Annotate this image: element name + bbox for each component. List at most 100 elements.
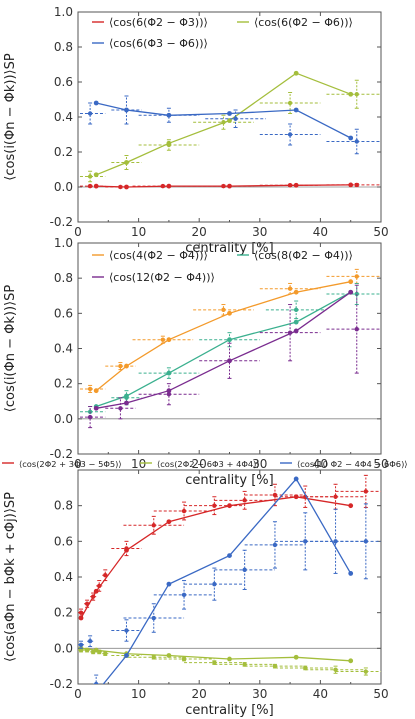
y-tick-label: 0.4	[54, 110, 73, 124]
data-point	[103, 651, 108, 656]
legend-label: ⟨cos(6(Φ3 − Φ6))⟩	[109, 37, 208, 50]
series-3	[78, 476, 381, 684]
line-marker	[348, 503, 354, 509]
x-axis-label: centrality [%]	[185, 473, 273, 488]
data-point	[160, 183, 166, 189]
data-point	[151, 655, 156, 660]
legend-item: ⟨cos(6(Φ2 − Φ6))⟩	[237, 16, 353, 29]
x-tick-label: 0	[74, 457, 82, 471]
data-point	[354, 139, 359, 144]
legend-item: ⟨cos(2Φ2 − 6Φ3 + 4Φ4)⟩	[140, 459, 260, 469]
data-point	[87, 414, 93, 420]
data-point	[363, 669, 369, 674]
line-marker	[93, 172, 99, 178]
line-marker	[348, 279, 354, 285]
x-tick-label: 40	[313, 457, 328, 471]
data-point	[333, 667, 338, 672]
data-point	[363, 539, 369, 544]
legend-label: ⟨cos(4(Φ2 − Φ4))⟩	[109, 249, 208, 262]
data-point	[221, 120, 226, 125]
series-3	[78, 284, 381, 429]
data-point	[181, 592, 187, 598]
data-point	[87, 386, 93, 392]
data-point	[354, 291, 359, 297]
legend: ⟨cos(6(Φ2 − Φ3))⟩ ⟨cos(6(Φ2 − Φ6))⟩ ⟨cos(6…	[92, 16, 353, 50]
legend-label: ⟨cos(2Φ2 − 6Φ3 + 4Φ4)⟩	[157, 459, 260, 469]
line-marker	[93, 100, 99, 106]
data-point	[166, 142, 172, 148]
data-point	[78, 642, 84, 647]
legend-item: ⟨cos(6(Φ2 − Φ3))⟩	[92, 16, 208, 29]
legend-item: ⟨cos(10 Φ2 − 4Φ4 − 6Φ6)⟩	[280, 459, 408, 469]
y-tick-label: 0.8	[54, 499, 73, 513]
data-point	[166, 370, 172, 376]
data-point	[97, 583, 102, 589]
line-marker	[227, 310, 232, 316]
x-tick-label: 10	[131, 457, 146, 471]
y-axis-label: ⟨cos(aΦn − bΦk + cΦj)⟩SP	[3, 492, 18, 662]
data-point	[354, 92, 359, 97]
y-tick-label: 0.6	[54, 75, 73, 89]
series-line	[80, 647, 351, 662]
line-marker	[293, 476, 299, 482]
data-point	[181, 656, 187, 662]
x-tick-label: 10	[131, 687, 146, 701]
y-tick-label: 0.2	[54, 145, 73, 159]
data-point	[124, 628, 129, 633]
data-point	[78, 610, 84, 615]
data-point	[160, 337, 166, 342]
x-tick-label: 40	[313, 225, 328, 239]
legend-item: ⟨cos(12(Φ2 − Φ4))⟩	[92, 271, 215, 284]
line-marker	[348, 182, 354, 188]
series-line	[96, 291, 352, 409]
x-tick-label: 50	[373, 457, 388, 471]
line-marker	[93, 388, 99, 394]
y-tick-label: 0.2	[54, 606, 73, 620]
x-tick-label: 20	[192, 687, 207, 701]
line-marker	[348, 135, 354, 141]
data-point	[287, 183, 293, 188]
data-point	[78, 647, 84, 653]
data-point	[118, 363, 123, 369]
y-tick-label: 0.0	[54, 641, 73, 655]
chart-panel-3: 0 10 20 30 40 50 -0.2 0.0 0.2 0.4 0.6 0.8 centrality…	[2, 459, 408, 718]
legend-label: ⟨cos(10 Φ2 − 4Φ4 − 6Φ6)⟩	[297, 459, 408, 469]
x-tick-label: 20	[192, 457, 207, 471]
series-1	[78, 474, 381, 621]
x-tick-label: 50	[373, 225, 388, 239]
x-axis-label: centrality [%]	[185, 703, 273, 718]
series-line	[95, 281, 351, 392]
data-point	[287, 330, 293, 335]
line-marker	[93, 588, 99, 594]
plot-area	[78, 268, 381, 429]
line-marker	[227, 553, 232, 558]
data-point	[242, 662, 247, 667]
y-tick-label: 0.4	[54, 342, 73, 356]
y-tick-label: 0.8	[54, 40, 73, 54]
y-tick-label: 0.4	[54, 570, 73, 584]
series-1	[78, 182, 381, 190]
data-point	[287, 132, 293, 137]
y-tick-label: 1.0	[54, 236, 73, 250]
data-point	[272, 492, 278, 498]
x-tick-label: 50	[373, 687, 388, 701]
data-point	[363, 489, 369, 494]
data-point	[242, 498, 247, 503]
y-tick-label: 0.8	[54, 271, 73, 285]
series-line	[102, 477, 352, 684]
data-point	[124, 395, 129, 400]
y-axis-label: ⟨cos(i(Φn − Φk))⟩SP	[3, 53, 18, 181]
x-tick-label: 30	[252, 457, 267, 471]
data-point	[124, 546, 129, 551]
data-point	[87, 183, 93, 189]
x-tick-label: 0	[74, 687, 82, 701]
data-point	[287, 100, 293, 106]
line-marker	[348, 91, 354, 97]
line-marker	[227, 118, 232, 123]
data-point	[166, 113, 172, 118]
data-point	[227, 337, 232, 342]
y-tick-label: 0.6	[54, 306, 73, 320]
legend: ⟨cos(2Φ2 + 3Φ3 − 5Φ5)⟩ ⟨cos(2Φ2 − 6Φ3 + 4…	[2, 459, 408, 469]
data-point	[90, 594, 96, 599]
